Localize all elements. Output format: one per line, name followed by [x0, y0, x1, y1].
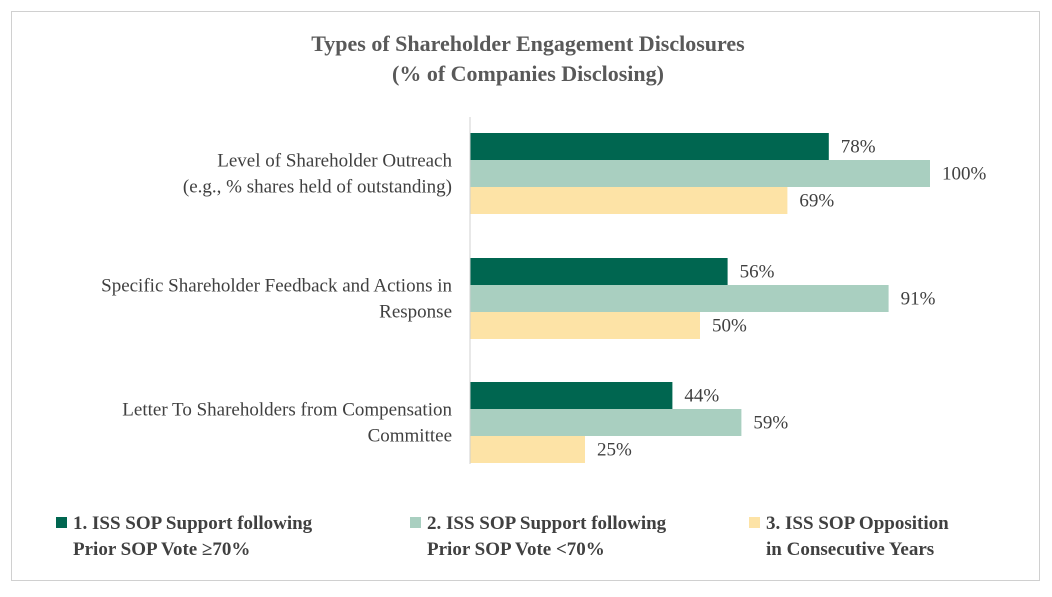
bar: [470, 312, 700, 339]
chart-subtitle: (% of Companies Disclosing): [392, 61, 664, 86]
legend-label: 3. ISS SOP Opposition: [766, 513, 949, 534]
chart-title: Types of Shareholder Engagement Disclosu…: [311, 31, 745, 56]
category-label: Specific Shareholder Feedback and Action…: [101, 276, 452, 297]
bar: [470, 409, 742, 436]
category-label: (e.g., % shares held of outstanding): [183, 177, 452, 198]
bar: [470, 133, 829, 160]
data-label: 69%: [799, 191, 834, 212]
labels-layer: Level of Shareholder Outreach (e.g., % sh…: [101, 137, 986, 461]
legend-label: 1. ISS SOP Support following: [73, 513, 313, 534]
data-label: 56%: [740, 262, 775, 283]
category-label: Level of Shareholder Outreach: [217, 151, 452, 172]
legend-label: Prior SOP Vote ≥70%: [73, 539, 250, 560]
bar: [470, 187, 788, 214]
bar: [470, 382, 673, 409]
legend-swatch: [749, 517, 760, 528]
data-label: 91%: [901, 289, 936, 310]
bar: [470, 258, 728, 285]
data-label: 25%: [597, 440, 632, 461]
data-label: 44%: [684, 386, 719, 407]
bar: [470, 436, 585, 463]
bar: [470, 160, 930, 187]
chart-frame: Types of Shareholder Engagement Disclosu…: [11, 11, 1040, 581]
bars-layer: [470, 133, 930, 463]
category-label: Response: [379, 302, 452, 323]
category-label: Committee: [368, 426, 452, 447]
legend-label: in Consecutive Years: [766, 539, 934, 560]
category-label: Letter To Shareholders from Compensation: [122, 400, 452, 421]
legend: 1. ISS SOP Support following Prior SOP Vo…: [56, 513, 949, 560]
bar: [470, 285, 889, 312]
legend-label: 2. ISS SOP Support following: [427, 513, 667, 534]
data-label: 78%: [841, 137, 876, 158]
legend-label: Prior SOP Vote <70%: [427, 539, 605, 560]
data-label: 50%: [712, 316, 747, 337]
legend-swatch: [410, 517, 421, 528]
chart-svg: Types of Shareholder Engagement Disclosu…: [56, 31, 987, 560]
data-label: 100%: [942, 164, 987, 185]
data-label: 59%: [753, 413, 788, 434]
legend-swatch: [56, 517, 67, 528]
